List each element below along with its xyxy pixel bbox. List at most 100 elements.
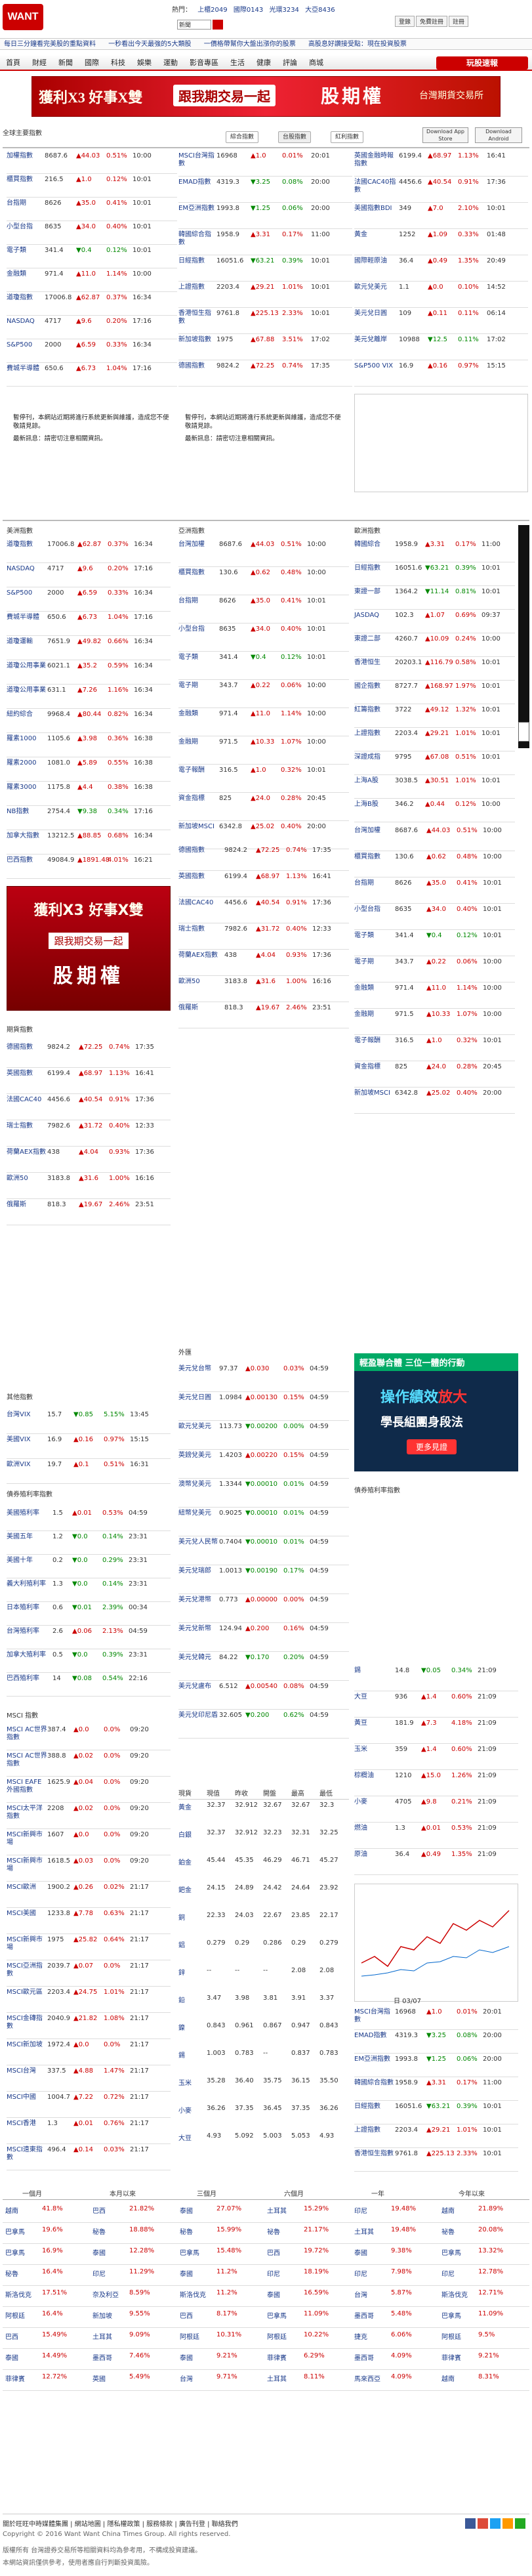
ranking-country[interactable]: 巴拿馬 <box>441 2313 461 2320</box>
quote-name[interactable]: 棕櫚油 <box>354 1772 374 1779</box>
quote-row[interactable]: MSCI香港 1.3 ▲0.01 0.76% 21:17 <box>7 2120 171 2143</box>
quote-row[interactable]: MSCI亞洲指數 2039.7 ▲0.07 0.0% 21:17 <box>7 1962 171 1986</box>
quote-row[interactable]: NASDAQ 4717 ▲9.6 0.20% 17:16 <box>7 318 177 341</box>
ticker-item[interactable]: 大亞8436 <box>305 7 335 14</box>
quote-row[interactable]: 新加坡MSCI 6342.8 ▲25.02 0.40% 20:00 <box>178 823 349 847</box>
quote-row[interactable]: 金融類 971.4 ▲11.0 1.14% 10:00 <box>354 984 515 1008</box>
quote-row[interactable]: 美元兌日圓 109 ▲0.11 0.11% 06:14 <box>354 310 528 333</box>
quote-name[interactable]: 歐元兌美元 <box>178 1423 211 1430</box>
quote-name[interactable]: 日經指數 <box>354 2103 380 2110</box>
ranking-country[interactable]: 印尼 <box>354 2271 367 2278</box>
quote-name[interactable]: 上海A股 <box>354 777 379 784</box>
signup-link[interactable]: 註冊 <box>449 16 469 27</box>
quote-name[interactable]: S&P500 <box>7 589 33 597</box>
appstore-button[interactable]: Download App Store <box>422 127 468 143</box>
nav-item[interactable]: 運動 <box>163 58 178 67</box>
search-button[interactable] <box>213 20 223 30</box>
ranking-country[interactable]: 印尼 <box>92 2271 106 2278</box>
news-link[interactable]: 每日三分鐘看完美股的重點資料 <box>4 41 96 48</box>
quote-name[interactable]: MSCI台灣 <box>7 2067 36 2075</box>
quote-row[interactable]: 金融期 971.5 ▲10.33 1.07% 10:00 <box>354 1011 515 1034</box>
quote-name[interactable]: EMAD指數 <box>354 2032 387 2039</box>
quote-name[interactable]: 金融類 <box>178 710 198 717</box>
quote-name[interactable]: 加拿大指數 <box>7 832 39 839</box>
ranking-country[interactable]: 泰國 <box>5 2355 18 2362</box>
ranking-tab[interactable]: 一個月 <box>22 2191 42 2198</box>
scroll-panel[interactable] <box>518 525 529 748</box>
quote-name[interactable]: 黃豆 <box>354 1720 367 1727</box>
ranking-country[interactable]: 英國 <box>92 2376 106 2383</box>
quote-row[interactable]: 電子期 343.7 ▲0.22 0.06% 10:00 <box>354 958 515 982</box>
nav-item[interactable]: 首頁 <box>6 58 20 67</box>
ranking-country[interactable]: 台灣 <box>180 2376 193 2383</box>
quote-row[interactable]: 日經指數 16051.6 ▼63.21 0.39% 10:01 <box>178 257 352 281</box>
quote-row[interactable]: 台灣殖利率 2.6 ▲0.06 2.13% 04:59 <box>7 1628 171 1651</box>
quote-row[interactable]: 電子類 341.4 ▼0.4 0.12% 10:01 <box>7 247 177 270</box>
ranking-country[interactable]: 巴西 <box>180 2313 193 2320</box>
ranking-country[interactable]: 巴拿馬 <box>5 2250 25 2257</box>
quote-name[interactable]: 美元兌人民幣 <box>178 1538 218 1546</box>
quote-name[interactable]: 國企指數 <box>354 683 380 690</box>
ranking-country[interactable]: 祕魯 <box>441 2229 455 2236</box>
quote-row[interactable]: 上證指數 2203.4 ▲29.21 1.01% 10:01 <box>354 730 515 753</box>
quote-name[interactable]: 香港恒生指數 <box>354 2150 394 2157</box>
quote-name[interactable]: NASDAQ <box>7 565 35 572</box>
spot-row[interactable]: 錫 1.003 0.783 -- 0.837 0.783 <box>178 2050 349 2073</box>
quote-name[interactable]: MSCI遠東指數 <box>7 2146 43 2161</box>
quote-name[interactable]: 道瓊指數 <box>7 541 33 548</box>
news-link[interactable]: 高股息好讚接受點：現在投資股票 <box>308 41 407 48</box>
quote-row[interactable]: 小型台指 8635 ▲34.0 0.40% 10:01 <box>354 906 515 929</box>
quote-row[interactable]: 台指期 8626 ▲35.0 0.41% 10:01 <box>178 597 349 621</box>
quote-row[interactable]: EMAD指數 4319.3 ▼3.25 0.08% 20:00 <box>354 2032 518 2056</box>
quote-row[interactable]: 美元兌新幣 124.94 ▲0.200 0.16% 04:59 <box>178 1625 349 1649</box>
quote-name[interactable]: 美國十年 <box>7 1557 33 1564</box>
quote-name[interactable]: 德國指數 <box>7 1044 33 1051</box>
quote-row[interactable]: MSCI歐元區 2203.4 ▲24.75 1.01% 21:17 <box>7 1989 171 2012</box>
quote-row[interactable]: 歐洲50 3183.8 ▲31.6 1.00% 16:16 <box>7 1175 171 1198</box>
quote-row[interactable]: EM亞洲指數 1993.8 ▼1.25 0.06% 20:00 <box>178 205 352 228</box>
ranking-country[interactable]: 巴拿馬 <box>180 2250 199 2257</box>
quote-name[interactable]: 電子報酬 <box>178 767 205 774</box>
quote-name[interactable]: 台灣加權 <box>354 827 380 834</box>
ranking-tab[interactable]: 本月以來 <box>110 2191 136 2198</box>
quote-name[interactable]: 美元兌港幣 <box>178 1596 211 1603</box>
quote-row[interactable]: MSCI中國 1004.7 ▲7.22 0.72% 21:17 <box>7 2094 171 2117</box>
quote-name[interactable]: 美國五年 <box>7 1533 33 1540</box>
quote-name[interactable]: 櫃買指數 <box>7 176 33 183</box>
mid-ad-banner[interactable]: 獲利X3 好事X雙 跟我期交易一起 股期權 <box>7 886 171 1011</box>
quote-name[interactable]: 金融類 <box>7 270 26 278</box>
quote-row[interactable]: 台指期 8626 ▲35.0 0.41% 10:01 <box>354 879 515 903</box>
quote-name[interactable]: EM亞洲指數 <box>354 2056 390 2063</box>
nav-item[interactable]: 健康 <box>256 58 271 67</box>
quote-row[interactable]: 美元兌韓元 84.22 ▼0.170 0.20% 04:59 <box>178 1654 349 1678</box>
quote-row[interactable]: 歐洲VIX 19.7 ▲0.1 0.51% 16:31 <box>7 1461 171 1485</box>
quote-row[interactable]: 法國CAC40指數 4456.6 ▲40.54 0.91% 17:36 <box>354 179 528 202</box>
quote-row[interactable]: S&P500 2000 ▲6.59 0.33% 16:34 <box>7 589 171 613</box>
ad-button[interactable]: 更多見證 <box>407 1439 457 1454</box>
quote-row[interactable]: 德國指數 9824.2 ▲72.25 0.74% 17:35 <box>7 1044 171 1067</box>
quote-row[interactable]: 美國殖利率 1.5 ▲0.01 0.53% 04:59 <box>7 1510 171 1533</box>
quote-row[interactable]: 羅素3000 1175.8 ▲4.4 0.38% 16:38 <box>7 784 171 807</box>
quote-row[interactable]: 道瓊指數 17006.8 ▲62.87 0.37% 16:34 <box>7 541 171 564</box>
ranking-country[interactable]: 菲律賓 <box>267 2355 287 2362</box>
quote-row[interactable]: 小型台指 8635 ▲34.0 0.40% 10:01 <box>7 223 177 247</box>
quote-row[interactable]: 新加坡MSCI 6342.8 ▲25.02 0.40% 20:00 <box>354 1089 515 1113</box>
quote-name[interactable]: 美元兌離岸 <box>354 336 387 343</box>
spot-row[interactable]: 玉米 35.28 36.40 35.75 36.15 35.50 <box>178 2077 349 2101</box>
quote-row[interactable]: 韓國綜合指數 1958.9 ▲3.31 0.17% 11:00 <box>178 231 352 255</box>
quote-name[interactable]: 美國殖利率 <box>7 1510 39 1517</box>
quote-name[interactable]: 加拿大殖利率 <box>7 1651 46 1658</box>
nav-item[interactable]: 生活 <box>230 58 245 67</box>
ranking-country[interactable]: 泰國 <box>180 2208 193 2215</box>
quote-name[interactable]: MSCI太平洋指數 <box>7 1805 43 1820</box>
quote-row[interactable]: 美元兌台幣 97.37 ▲0.030 0.03% 04:59 <box>178 1365 349 1389</box>
quote-name[interactable]: EM亞洲指數 <box>178 205 215 212</box>
quote-row[interactable]: 資金指標 825 ▲24.0 0.28% 20:45 <box>354 1063 515 1087</box>
quote-name[interactable]: MSCI金磚指數 <box>7 2015 43 2030</box>
quote-name[interactable]: JASDAQ <box>354 612 380 619</box>
ranking-country[interactable]: 菲律賓 <box>5 2376 25 2383</box>
ranking-country[interactable]: 阿根廷 <box>441 2334 461 2341</box>
quote-name[interactable]: 韓國綜合 <box>354 541 380 548</box>
quote-row[interactable]: MSCI AC世界指數 388.8 ▲0.02 0.0% 09:20 <box>7 1752 171 1776</box>
quote-name[interactable]: 美元兌韓元 <box>178 1654 211 1661</box>
